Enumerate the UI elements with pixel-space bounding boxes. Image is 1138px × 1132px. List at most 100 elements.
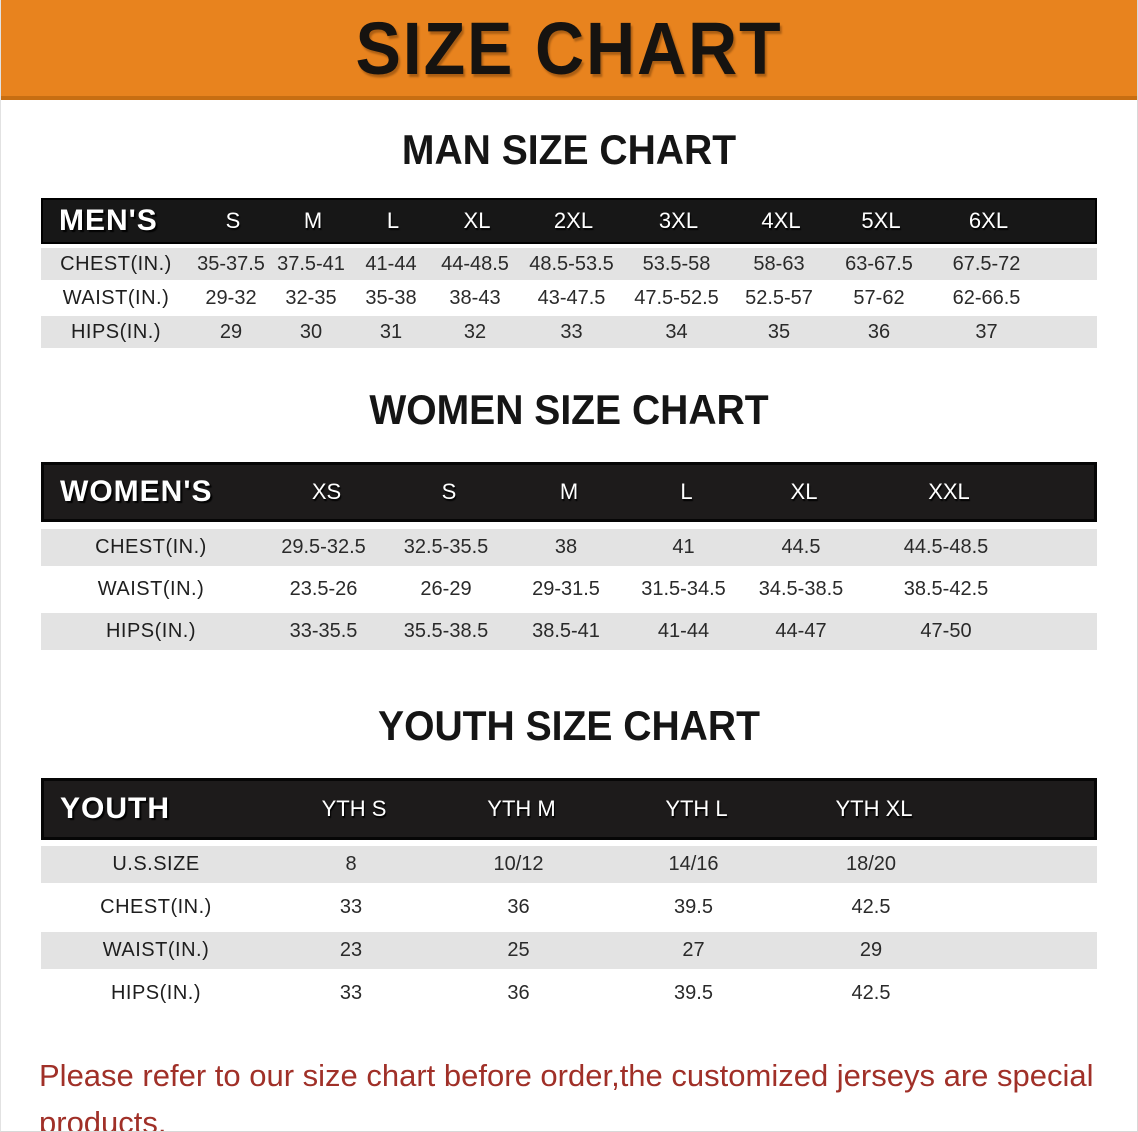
table-cell: 36 (507, 982, 530, 1004)
men-table-header-row: MEN'S S M L XL 2XL 3XL 4XL 5XL 6XL (41, 198, 1097, 244)
table-row: HIPS(IN.) 29 30 31 32 33 34 35 36 37 (41, 316, 1097, 348)
table-cell: 33 (560, 320, 583, 343)
youth-section-title: YOUTH SIZE CHART (378, 702, 760, 749)
table-cell: 57-62 (853, 286, 905, 309)
row-label: CHEST(IN.) (60, 252, 172, 275)
size-column-header: L (680, 479, 693, 504)
women-section-title: WOMEN SIZE CHART (369, 386, 769, 433)
youth-size-table: YOUTH YTH S YTH M YTH L YTH XL U.S.SIZE … (41, 778, 1097, 1012)
table-cell: 29.5-32.5 (281, 536, 366, 558)
size-column-header: YTH M (487, 796, 556, 821)
table-cell: 29 (859, 939, 883, 961)
size-column-header: 6XL (968, 208, 1009, 233)
table-cell: 44.5 (781, 536, 821, 558)
size-column-header: XXL (928, 479, 970, 504)
table-cell: 29 (219, 320, 243, 343)
table-cell: 47.5-52.5 (634, 286, 719, 309)
table-cell: 31 (379, 320, 403, 343)
youth-table-header-row: YOUTH YTH S YTH M YTH L YTH XL (41, 778, 1097, 840)
banner-title: SIZE CHART (355, 6, 783, 90)
row-label: CHEST(IN.) (100, 896, 212, 918)
table-cell: 29-31.5 (532, 578, 600, 600)
table-cell: 31.5-34.5 (641, 578, 726, 600)
disclaimer-text: Please refer to our size chart before or… (39, 1052, 1099, 1132)
table-cell: 38.5-42.5 (903, 578, 989, 600)
table-cell: 35 (767, 320, 791, 343)
table-row: HIPS(IN.) 33 36 39.5 42.5 (41, 975, 1097, 1012)
size-column-header: 4XL (761, 208, 801, 233)
table-cell: 44.5-48.5 (903, 536, 989, 558)
table-cell: 41-44 (657, 620, 710, 642)
table-cell: 47-50 (920, 620, 972, 642)
table-cell: 33-35.5 (289, 620, 358, 642)
table-cell: 8 (345, 853, 357, 875)
table-cell: 52.5-57 (745, 286, 813, 309)
table-cell: 58-63 (753, 252, 805, 275)
table-cell: 42.5 (851, 896, 891, 918)
table-cell: 34 (665, 320, 688, 343)
table-cell: 43-47.5 (537, 286, 606, 309)
table-cell: 37.5-41 (277, 252, 345, 275)
disclaimer-line-1: Please refer to our size chart before or… (39, 1058, 1094, 1132)
table-cell: 33 (339, 982, 363, 1004)
table-cell: 41-44 (365, 252, 417, 275)
size-column-header: XL (463, 208, 491, 233)
size-column-header: YTH S (321, 796, 387, 821)
row-label: HIPS(IN.) (110, 982, 202, 1004)
men-section-title: MAN SIZE CHART (401, 126, 737, 173)
row-label: WAIST(IN.) (62, 286, 170, 309)
table-cell: 27 (682, 939, 705, 961)
table-cell: 29-32 (205, 286, 257, 309)
size-column-header: YTH L (665, 796, 728, 821)
size-column-header: 2XL (553, 208, 594, 233)
table-cell: 32 (463, 320, 487, 343)
table-row: HIPS(IN.) 33-35.5 35.5-38.5 38.5-41 41-4… (41, 613, 1097, 650)
table-row: CHEST(IN.) 35-37.5 37.5-41 41-44 44-48.5… (41, 248, 1097, 280)
size-column-header: L (386, 208, 400, 233)
size-column-header: 5XL (861, 208, 901, 233)
table-row: WAIST(IN.) 29-32 32-35 35-38 38-43 43-47… (41, 282, 1097, 314)
table-row: U.S.SIZE 8 10/12 14/16 18/20 (41, 846, 1097, 883)
size-column-header: 3XL (658, 208, 699, 233)
table-cell: 38 (554, 536, 578, 558)
table-cell: 39.5 (674, 982, 713, 1004)
table-cell: 41 (672, 536, 695, 558)
table-cell: 34.5-38.5 (758, 578, 844, 600)
table-cell: 23.5-26 (289, 578, 358, 600)
row-label: WAIST(IN.) (97, 578, 205, 600)
table-cell: 14/16 (668, 853, 719, 875)
table-cell: 33 (339, 896, 363, 918)
men-header-label: MEN'S (59, 204, 158, 237)
youth-header-label: YOUTH (60, 792, 170, 825)
table-cell: 35-37.5 (197, 252, 265, 275)
banner: SIZE CHART (1, 0, 1137, 100)
size-column-header: XL (790, 479, 818, 504)
table-row: WAIST(IN.) 23.5-26 26-29 29-31.5 31.5-34… (41, 571, 1097, 608)
table-row: CHEST(IN.) 29.5-32.5 32.5-35.5 38 41 44.… (41, 529, 1097, 566)
table-cell: 30 (299, 320, 323, 343)
table-cell: 23 (339, 939, 363, 961)
table-cell: 32.5-35.5 (403, 536, 489, 558)
row-label: HIPS(IN.) (105, 620, 197, 642)
table-cell: 53.5-58 (642, 252, 711, 275)
table-cell: 18/20 (845, 853, 897, 875)
table-cell: 38-43 (449, 286, 501, 309)
row-label: HIPS(IN.) (70, 320, 162, 343)
size-column-header: M (303, 208, 323, 233)
table-cell: 62-66.5 (952, 286, 1021, 309)
table-cell: 38.5-41 (532, 620, 600, 642)
table-cell: 10/12 (493, 853, 544, 875)
table-cell: 48.5-53.5 (529, 252, 614, 275)
table-cell: 44-48.5 (441, 252, 509, 275)
row-label: U.S.SIZE (112, 853, 200, 875)
table-cell: 26-29 (420, 578, 472, 600)
men-size-table: MEN'S S M L XL 2XL 3XL 4XL 5XL 6XL CHEST… (41, 198, 1097, 348)
size-column-header: S (441, 479, 457, 504)
table-cell: 44-47 (775, 620, 827, 642)
row-label: CHEST(IN.) (95, 536, 207, 558)
table-cell: 32-35 (285, 286, 337, 309)
women-header-label: WOMEN'S (60, 475, 213, 508)
table-cell: 36 (867, 320, 891, 343)
table-cell: 35-38 (365, 286, 417, 309)
